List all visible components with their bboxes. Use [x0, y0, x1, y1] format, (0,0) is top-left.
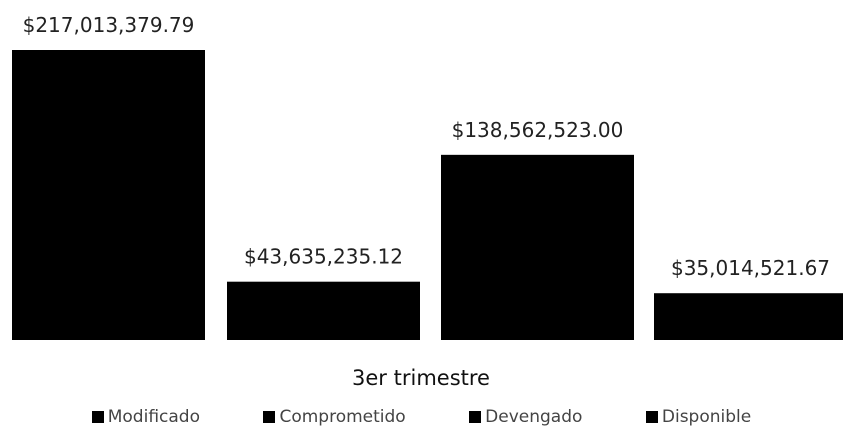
- data-label-comprometido: $43,635,235.12: [244, 245, 403, 269]
- bar-disponible: [654, 293, 843, 340]
- legend-swatch: [469, 411, 482, 423]
- legend-label: Disponible: [661, 407, 752, 427]
- legend-swatch: [263, 411, 276, 423]
- legend-item-devengado: Devengado: [469, 402, 582, 432]
- legend-label: Modificado: [107, 407, 200, 427]
- legend-item-disponible: Disponible: [645, 402, 752, 432]
- bars-group: [12, 50, 843, 340]
- x-axis-label: 3er trimestre: [352, 366, 490, 390]
- legend-label: Comprometido: [279, 407, 406, 427]
- bar-modificado: [12, 50, 205, 340]
- data-label-devengado: $138,562,523.00: [452, 118, 624, 142]
- legend: Modificado Comprometido Devengado Disponibl…: [0, 402, 843, 432]
- data-labels-group: $217,013,379.79 $43,635,235.12 $138,562,52…: [23, 13, 830, 280]
- legend-item-comprometido: Comprometido: [263, 402, 406, 432]
- legend-swatch: [645, 411, 658, 423]
- legend-item-modificado: Modificado: [91, 402, 200, 432]
- legend-label: Devengado: [485, 407, 583, 427]
- legend-swatch: [91, 411, 104, 423]
- bar-devengado: [441, 154, 634, 340]
- bar-comprometido: [227, 281, 420, 340]
- data-label-modificado: $217,013,379.79: [23, 13, 195, 37]
- data-label-disponible: $35,014,521.67: [671, 256, 830, 280]
